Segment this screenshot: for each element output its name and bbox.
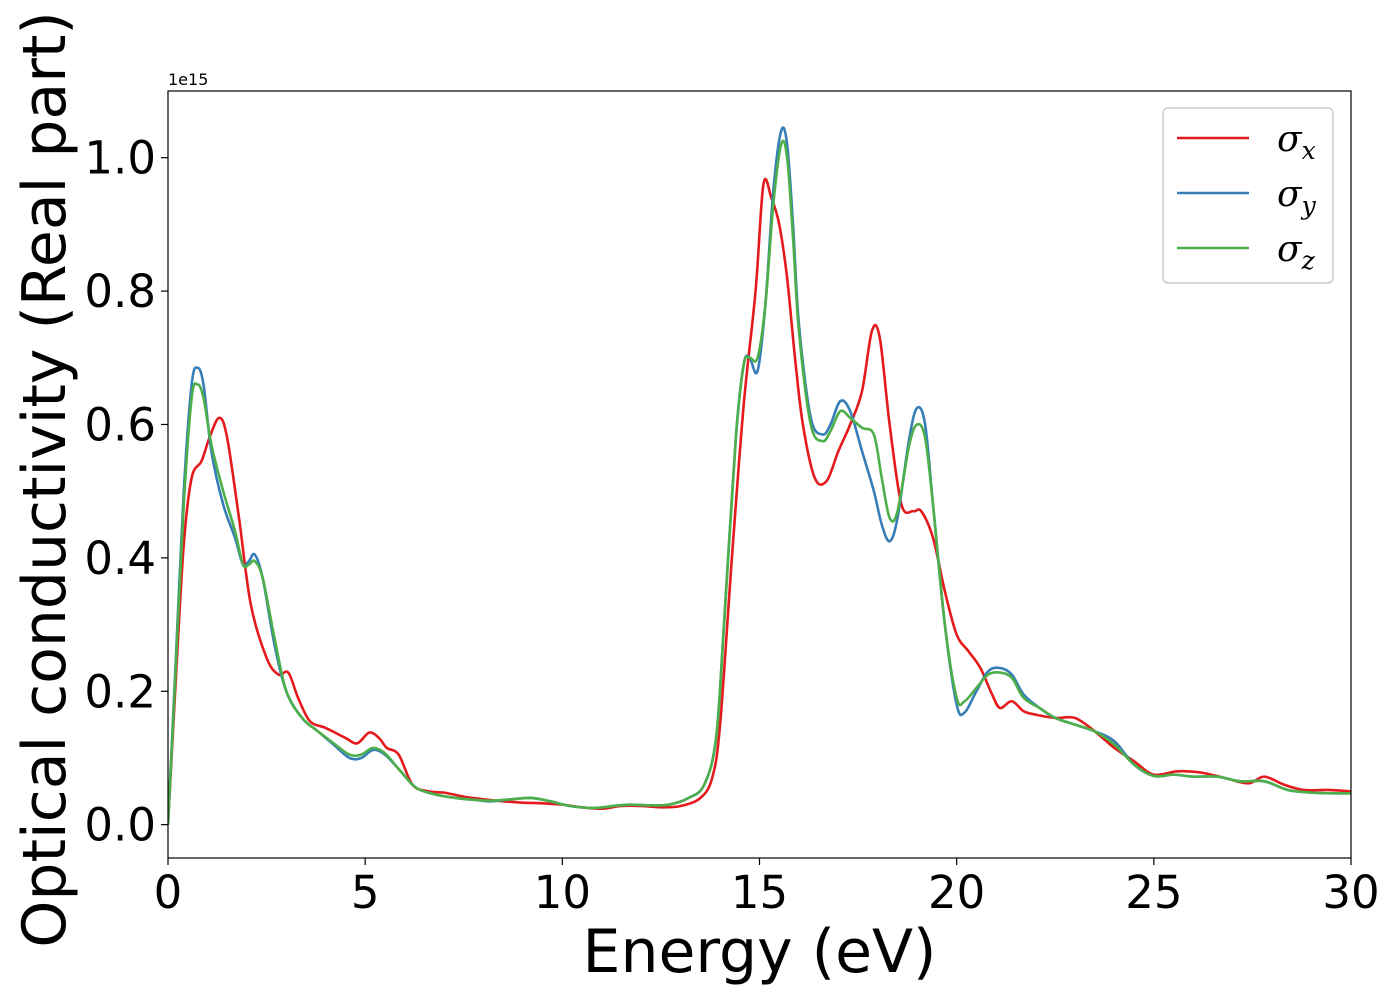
y-tick-label: 0.0 (84, 799, 156, 852)
plot-frame (167, 90, 1352, 859)
y-axis-title: Optical conductivity (Real part) (10, 11, 80, 948)
x-tick-label: 5 (351, 866, 380, 919)
x-tick-label: 10 (534, 866, 591, 919)
y-tick-label: 0.2 (84, 665, 156, 718)
x-tick-label: 20 (928, 866, 985, 919)
y-tick-label: 0.4 (84, 532, 156, 585)
series-line-x (168, 177, 1351, 825)
legend-label-x: σx (1277, 119, 1316, 165)
x-tick-label: 0 (154, 866, 183, 919)
x-tick-label: 15 (731, 866, 788, 919)
x-tick-label: 30 (1322, 866, 1379, 919)
x-axis-title: Energy (eV) (583, 917, 937, 987)
x-tick-label: 25 (1125, 866, 1182, 919)
ticks-layer: 0 5 10 15 20 25 30 0.0 0.2 0.4 0.6 0.8 1.0 (84, 132, 1379, 919)
series-layer (168, 126, 1351, 825)
series-line-z (168, 139, 1351, 825)
y-tick-label: 0.8 (84, 265, 156, 318)
y-offset-label: 1e15 (168, 70, 208, 89)
legend-box (1162, 107, 1334, 284)
y-tick-label: 1.0 (84, 132, 156, 185)
legend-label-y: σy (1277, 174, 1317, 220)
legend: σx σy σz (1162, 107, 1334, 284)
y-tick-label: 0.6 (84, 398, 156, 451)
legend-label-z: σz (1277, 229, 1316, 275)
